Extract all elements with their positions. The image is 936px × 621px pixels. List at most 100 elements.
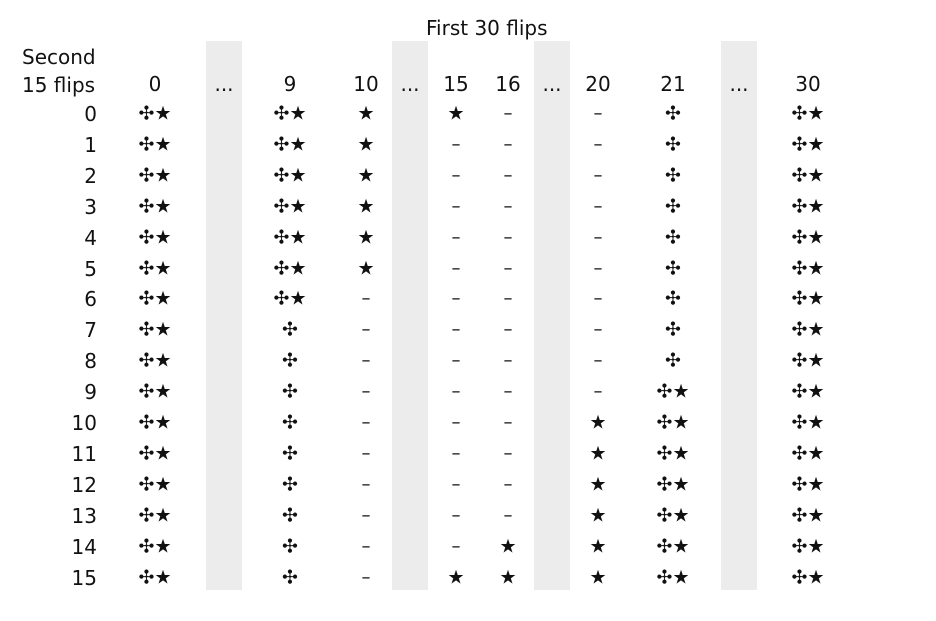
grid-cell-clover-star: ✣★ (656, 535, 690, 558)
column-header: 15 (443, 72, 469, 96)
grid-cell-none: – (503, 473, 513, 495)
grid-cell-clover-star: ✣★ (138, 195, 172, 218)
grid-cell-none: – (451, 226, 461, 248)
row-label: 0 (84, 102, 97, 126)
grid-cell-clover-star: ✣★ (656, 504, 690, 527)
grid-cell-clover-star: ✣★ (138, 473, 172, 496)
grid-cell-clover-star: ✣★ (138, 318, 172, 341)
grid-cell-none: – (361, 288, 371, 310)
grid-cell-clover-star: ✣★ (138, 133, 172, 156)
grid-cell-none: – (503, 381, 513, 403)
grid-cell-none: – (361, 535, 371, 557)
grid-cell-none: – (593, 350, 603, 372)
grid-cell-clover-star: ✣★ (791, 287, 825, 310)
grid-cell-none: – (451, 350, 461, 372)
grid-cell-star: ★ (589, 411, 607, 434)
row-label: 5 (84, 256, 97, 281)
grid-cell-clover: ✣ (282, 504, 298, 527)
grid-cell-star: ★ (357, 195, 375, 218)
grid-cell-none: – (451, 288, 461, 310)
grid-cell-clover-star: ✣★ (138, 504, 172, 527)
grid-cell-clover-star: ✣★ (138, 380, 172, 403)
grid-cell-clover-star: ✣★ (138, 287, 172, 310)
column-header: ... (214, 72, 234, 96)
grid-cell-star: ★ (499, 566, 517, 588)
grid-cell-none: – (361, 412, 371, 433)
row-label: 15 (71, 565, 97, 590)
grid-cell-clover-star: ✣★ (138, 226, 172, 249)
grid-cell-clover-star: ✣★ (656, 442, 690, 465)
grid-cell-clover-star: ✣★ (138, 411, 172, 434)
grid-cell-clover-star: ✣★ (791, 473, 825, 496)
grid-cell-none: – (503, 133, 513, 155)
grid-cell-none: – (451, 195, 461, 217)
grid-cell-none: – (361, 566, 371, 588)
grid-cell-clover-star: ✣★ (791, 318, 825, 341)
grid-cell-clover-star: ✣★ (273, 164, 307, 187)
grid-cell-clover-star: ✣★ (791, 442, 825, 465)
grid-cell-clover: ✣ (282, 442, 298, 465)
grid-cell-none: – (503, 288, 513, 310)
grid-cell-none: – (361, 350, 371, 372)
grid-cell-star: ★ (499, 535, 517, 558)
grid-cell-clover-star: ✣★ (791, 535, 825, 558)
column-header: 20 (585, 72, 611, 96)
grid-cell-star: ★ (589, 473, 607, 496)
grid-cell-star: ★ (589, 442, 607, 465)
grid-cell-clover: ✣ (665, 287, 681, 310)
grid-cell-none: – (593, 226, 603, 248)
row-label: 12 (71, 472, 97, 497)
grid-cell-none: – (503, 226, 513, 248)
grid-cell-none: – (503, 195, 513, 217)
grid-cell-none: – (361, 473, 371, 495)
grid-cell-clover: ✣ (282, 318, 298, 341)
grid-cell-clover: ✣ (282, 380, 298, 403)
grid-cell-clover-star: ✣★ (273, 133, 307, 156)
grid-cell-none: – (503, 319, 513, 341)
grid-cell-none: – (451, 412, 461, 433)
row-label: 4 (84, 225, 97, 250)
grid-cell-clover: ✣ (665, 226, 681, 249)
grid-cell-star: ★ (357, 257, 375, 279)
grid-cell-clover-star: ✣★ (138, 349, 172, 372)
grid-cell-none: – (503, 504, 513, 526)
grid-cell-none: – (361, 381, 371, 403)
grid-cell-clover-star: ✣★ (791, 380, 825, 403)
row-label: 7 (84, 318, 97, 343)
title-text: First 30 flips (426, 16, 548, 40)
grid-cell-clover-star: ✣★ (138, 164, 172, 187)
row-label: 13 (71, 503, 97, 528)
column-header: ... (542, 72, 562, 96)
grid-cell-none: – (361, 319, 371, 341)
grid-cell-star: ★ (589, 566, 607, 588)
grid-cell-clover-star: ✣★ (138, 442, 172, 465)
grid-cell-star: ★ (589, 535, 607, 558)
grid-cell-clover: ✣ (282, 411, 298, 434)
grid-cell-clover: ✣ (282, 473, 298, 496)
grid-cell-none: – (593, 381, 603, 403)
column-header: 16 (495, 72, 521, 96)
grid-cell-clover-star: ✣★ (791, 133, 825, 156)
grid-cell-clover-star: ✣★ (273, 195, 307, 218)
row-label: 11 (71, 441, 97, 466)
row-label: 3 (84, 194, 97, 219)
grid-cell-clover-star: ✣★ (791, 164, 825, 187)
grid-cell-none: – (451, 164, 461, 186)
shaded-separator-column (534, 41, 570, 590)
column-header: 9 (283, 72, 297, 96)
grid-cell-star: ★ (357, 133, 375, 156)
grid-cell-none: – (503, 164, 513, 186)
row-header-line-1: Second (22, 45, 96, 69)
grid-cell-clover-star: ✣★ (791, 257, 825, 279)
grid-cell-none: – (451, 257, 461, 279)
grid-cell-star: ★ (589, 504, 607, 527)
grid-cell-none: – (503, 350, 513, 372)
grid-cell-none: – (593, 133, 603, 155)
row-header-line-2: 15 flips (22, 73, 96, 97)
grid-cell-clover-star: ✣★ (273, 287, 307, 310)
grid-cell-clover: ✣ (282, 535, 298, 558)
grid-cell-clover-star: ✣★ (138, 535, 172, 558)
row-label: 1 (84, 132, 97, 157)
grid-cell-clover-star: ✣★ (791, 504, 825, 527)
grid-cell-clover: ✣ (665, 133, 681, 156)
